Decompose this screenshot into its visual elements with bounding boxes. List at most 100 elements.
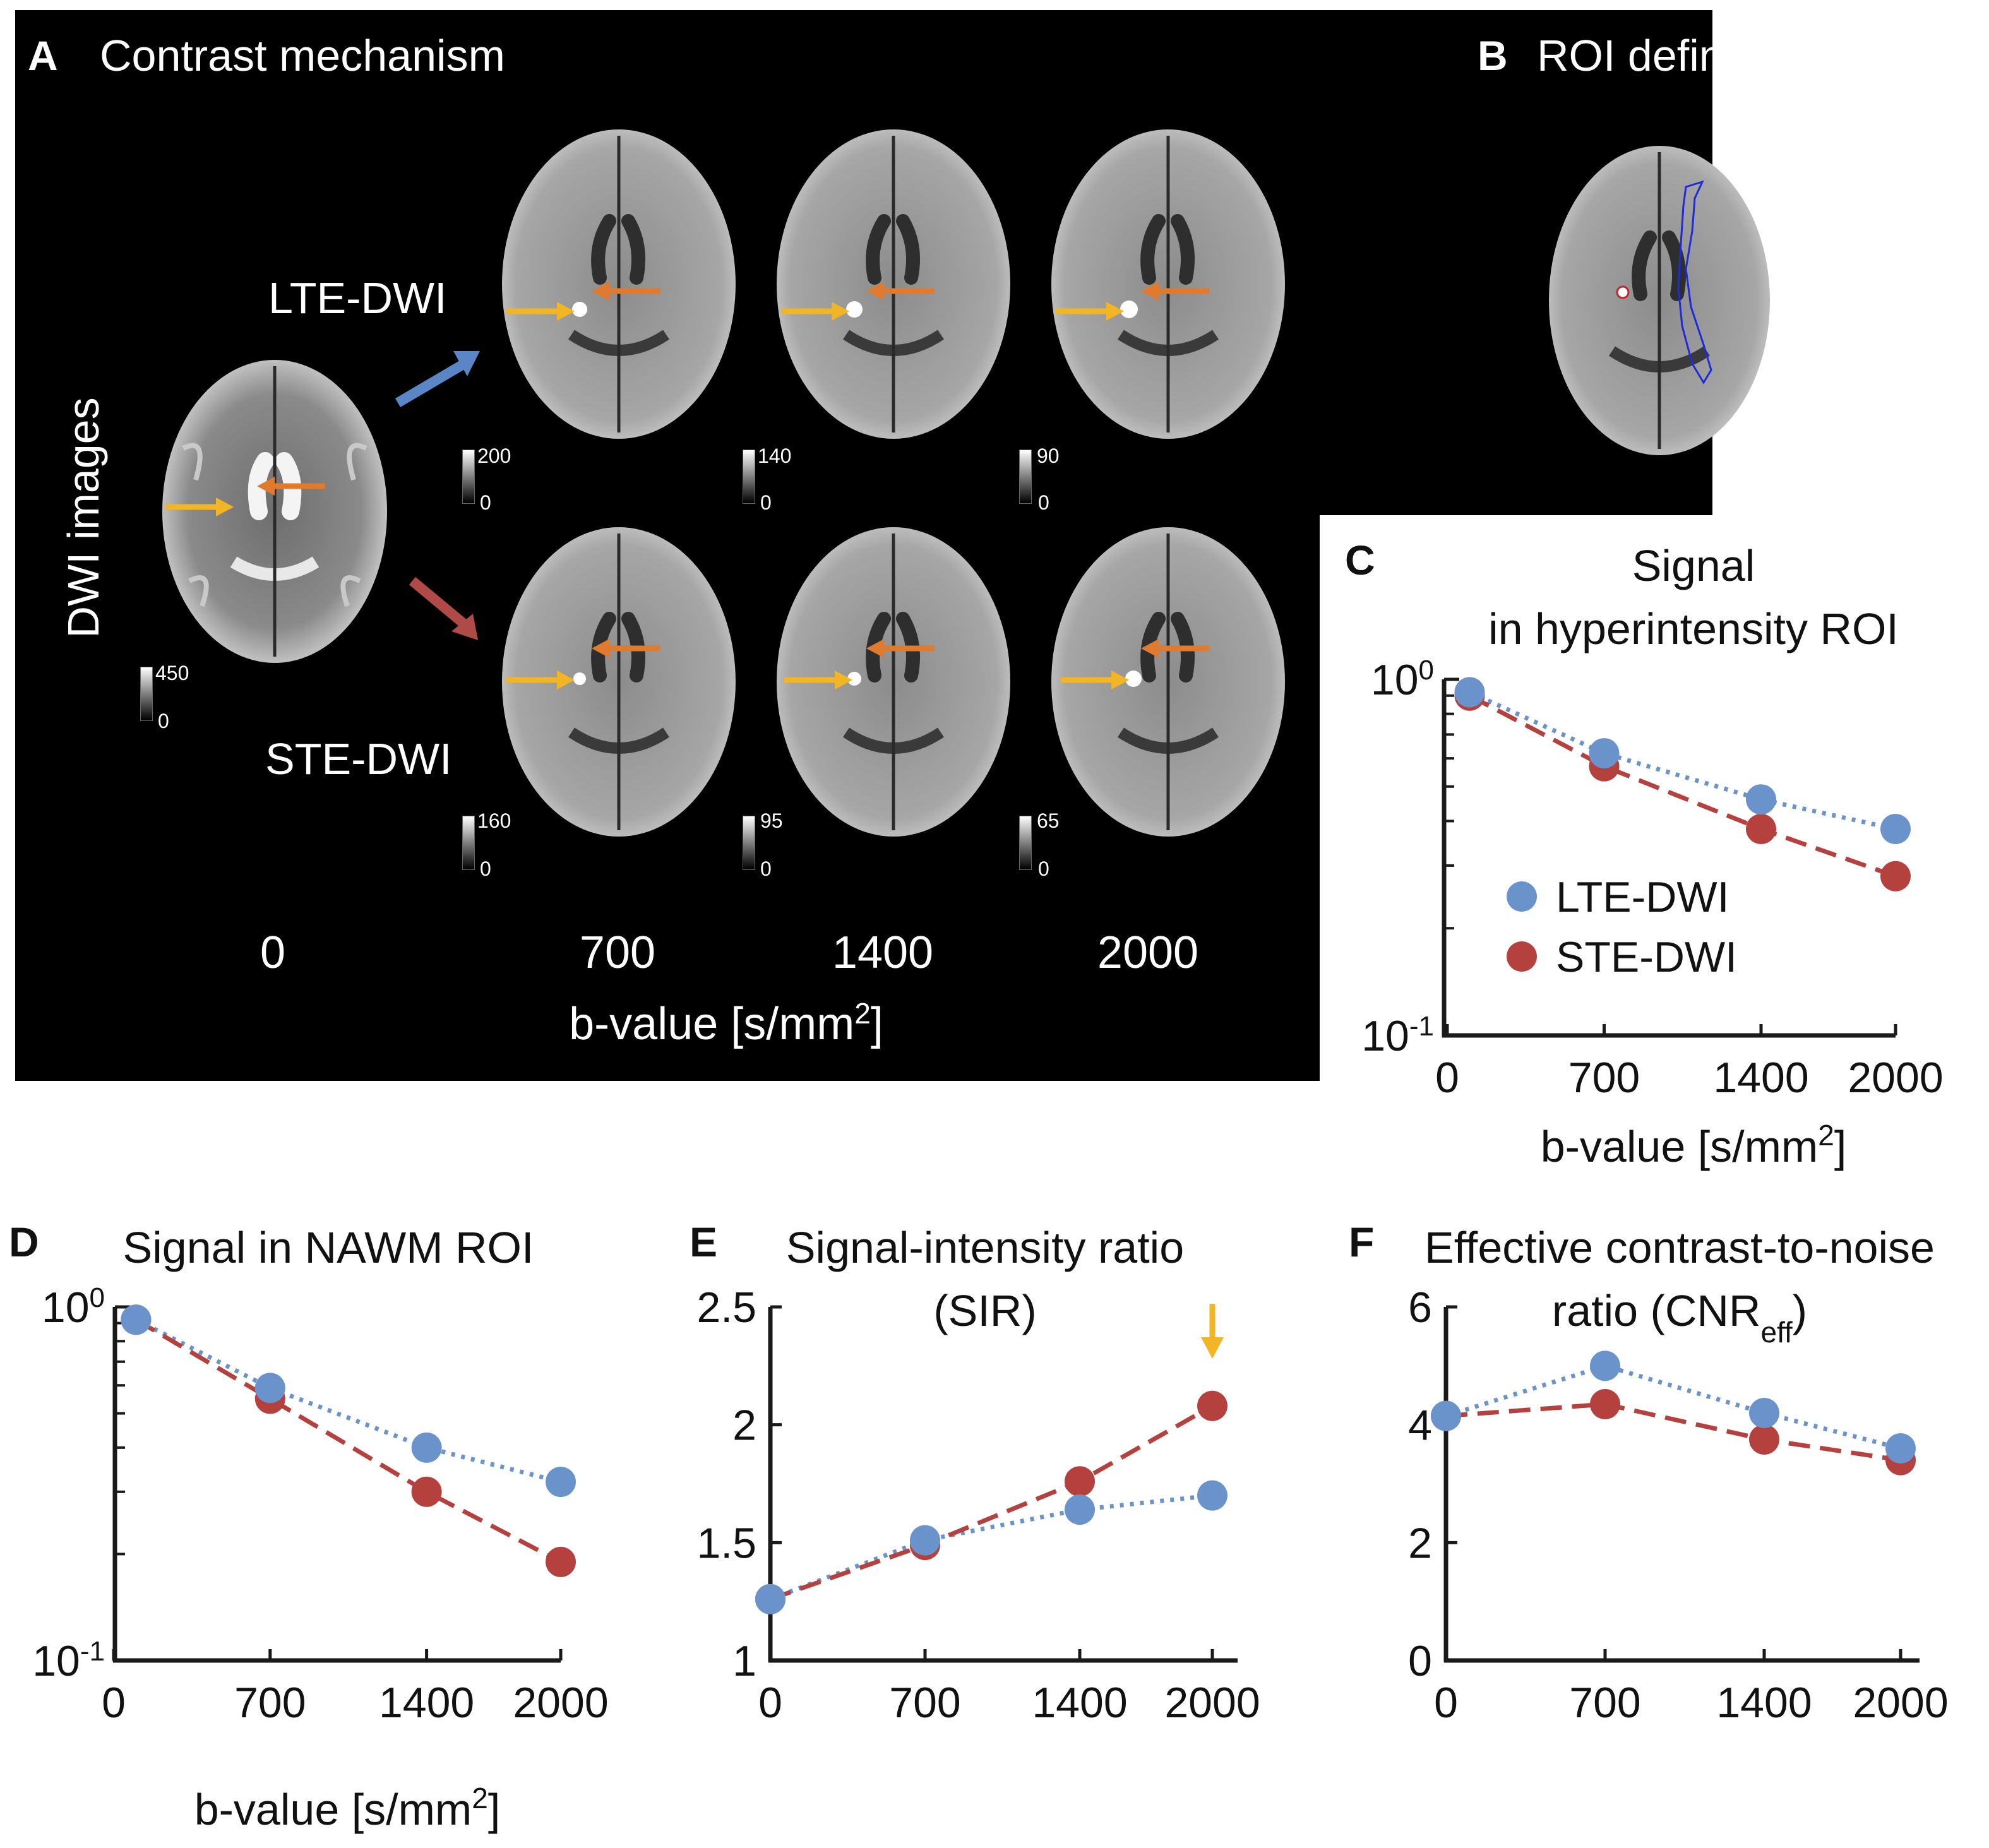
colorbar-ste-700-max: 160 <box>477 809 511 832</box>
colorbar-lte-1400-min: 0 <box>760 491 772 514</box>
chart-title-line-2: ratio (CNReff) <box>1552 1286 1807 1349</box>
colorbar-b0-min: 0 <box>158 710 169 732</box>
y-tick-label: 6 <box>1408 1284 1432 1332</box>
x-axis-label: b-value [s/mm2] <box>194 1782 501 1834</box>
colorbar-lte-1400 <box>743 450 755 504</box>
row-label-lte: LTE-DWI <box>268 273 447 323</box>
x-tick-label: 0 <box>102 1679 126 1727</box>
chart-title-end: ) <box>1793 1286 1807 1335</box>
colorbar-ste-1400-min: 0 <box>760 857 772 880</box>
data-point-lte <box>1065 1494 1095 1525</box>
lte1400-orange-arrow <box>866 282 935 301</box>
colorbar-lte-700-min: 0 <box>480 491 491 514</box>
x-tick-label: 0 <box>1434 1679 1458 1727</box>
data-point-ste <box>1197 1390 1227 1421</box>
bvalue-label-0: 0 <box>260 927 286 978</box>
x-tick-label: 1400 <box>1032 1679 1127 1727</box>
hyperintensity-roi-marker <box>1616 285 1630 299</box>
brain-image-ste-700 <box>502 527 736 837</box>
data-point-lte <box>1197 1480 1227 1511</box>
y-tick-exponent: -1 <box>80 1636 105 1667</box>
lte2000-yellow-arrow <box>1056 302 1124 321</box>
x-tick-label: 0 <box>1435 1054 1459 1102</box>
x-tick-label: 1400 <box>379 1679 474 1727</box>
x-tick-label: 1400 <box>1713 1054 1808 1102</box>
data-point-lte <box>910 1525 940 1556</box>
colorbar-ste-700-min: 0 <box>480 857 491 880</box>
colorbar-b0-max: 450 <box>155 662 189 684</box>
colorbar-ste-2000-max: 65 <box>1037 809 1060 832</box>
data-point-ste <box>411 1476 442 1507</box>
panel-f-letter: F <box>1349 1219 1374 1265</box>
row-label-ste: STE-DWI <box>265 734 452 784</box>
ste1400-yellow-arrow <box>784 671 852 689</box>
colorbar-b0 <box>140 667 153 721</box>
data-point-ste <box>1065 1466 1095 1497</box>
colorbar-ste-2000 <box>1019 816 1032 870</box>
y-tick-label: 1.5 <box>696 1519 756 1567</box>
brain-image-lte-2000 <box>1051 129 1285 439</box>
chart-title-line-2: (SIR) <box>933 1286 1036 1335</box>
x-axis-label: b-value [s/mm2] <box>1541 1119 1847 1171</box>
series-line-lte <box>1445 1363 1901 1451</box>
brain-image-roi <box>1549 146 1770 455</box>
brain-image-b0 <box>162 360 387 663</box>
chart-f: F Effective contrast-to-noise ratio (CNRef… <box>1349 1219 1949 1727</box>
chart-e: E Signal-intensity ratio (SIR) 1 1.5 2 2.5 0 700… <box>690 1219 1260 1727</box>
x-tick-label: 2000 <box>1164 1679 1260 1727</box>
series-line-ste <box>769 1404 1214 1602</box>
x-tick-label: 700 <box>1568 1054 1640 1102</box>
chart-title-subscript: eff <box>1760 1316 1793 1349</box>
legend-label-lte: LTE-DWI <box>1556 873 1729 921</box>
panel-a-xlabel-main: b-value [s/mm <box>569 999 855 1049</box>
brain-image-lte-1400 <box>777 129 1010 439</box>
x-tick-label: 2000 <box>1848 1054 1943 1102</box>
panel-a-xlabel-sup: 2 <box>854 997 871 1030</box>
bvalue-label-1400: 1400 <box>832 927 934 978</box>
x-axis-label-end: ] <box>488 1785 500 1834</box>
b0-yellow-arrow <box>165 498 234 516</box>
panel-a-xlabel-end: ] <box>870 999 883 1049</box>
y-tick-label: 2 <box>1408 1519 1432 1567</box>
colorbar-lte-2000-min: 0 <box>1038 491 1049 514</box>
brain-image-ste-1400 <box>777 527 1010 837</box>
panel-e-letter: E <box>690 1219 717 1265</box>
y-tick-label: 0 <box>1408 1637 1432 1685</box>
series-line-lte <box>134 1318 561 1484</box>
ste1400-orange-arrow <box>866 639 935 658</box>
series-line-ste <box>1468 693 1899 889</box>
x-tick-label: 1400 <box>1716 1679 1812 1727</box>
ste2000-orange-arrow <box>1141 639 1209 658</box>
lte700-yellow-arrow <box>506 302 575 321</box>
chart-title-line-1: Signal-intensity ratio <box>786 1223 1184 1272</box>
y-tick-label: 100 <box>1371 655 1434 705</box>
x-tick-label: 2000 <box>1853 1679 1948 1727</box>
b0-orange-arrow <box>257 477 325 496</box>
data-point-lte <box>1880 814 1911 845</box>
data-point-lte <box>1885 1433 1916 1463</box>
data-point-ste <box>1880 861 1911 891</box>
y-tick-exponent: -1 <box>1409 1011 1434 1042</box>
lte2000-orange-arrow <box>1141 282 1209 301</box>
y-tick-exponent: 0 <box>1419 655 1434 686</box>
data-point-lte <box>121 1304 152 1335</box>
dwi-images-ylabel: DWI images <box>59 397 108 638</box>
lte700-orange-arrow <box>592 282 660 301</box>
series-line-lte <box>1469 690 1901 835</box>
data-point-lte <box>755 1583 785 1614</box>
panel-c-letter: C <box>1345 537 1375 583</box>
series-line-ste <box>1445 1402 1901 1463</box>
bvalue-label-2000: 2000 <box>1097 927 1199 978</box>
panel-a-letter: A <box>28 32 58 79</box>
colorbar-lte-700-max: 200 <box>477 444 511 467</box>
bvalue-label-700: 700 <box>579 927 656 978</box>
chart-title-line-1: Effective contrast-to-noise <box>1425 1223 1935 1272</box>
data-point-ste <box>1749 1424 1779 1455</box>
chart-title-line-1: Signal <box>1632 541 1755 590</box>
panel-a-xlabel: b-value [s/mm2] <box>569 996 883 1050</box>
y-tick-label: 10-1 <box>1361 1011 1434 1061</box>
ste2000-yellow-arrow <box>1061 671 1129 689</box>
ste700-yellow-arrow <box>506 671 575 689</box>
